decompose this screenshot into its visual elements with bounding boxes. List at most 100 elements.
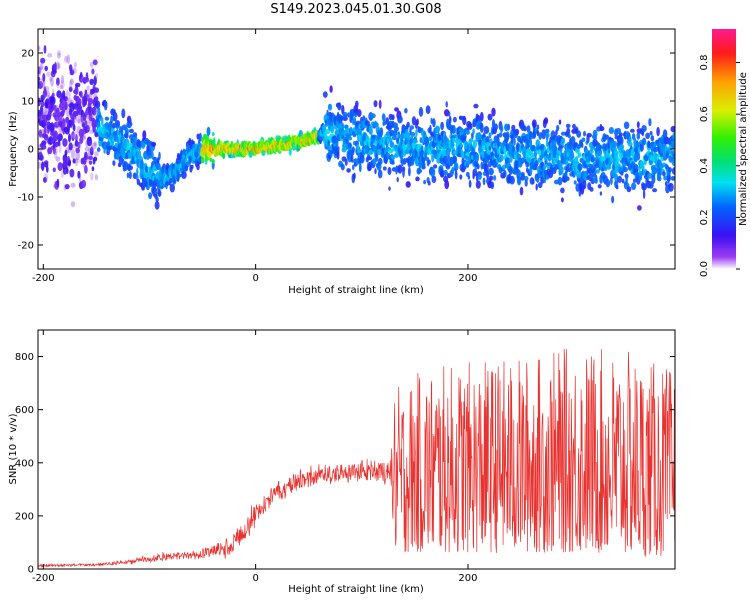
colorbar-gradient — [712, 29, 736, 269]
spectral-blob — [324, 128, 331, 135]
spectral-blob — [38, 129, 42, 138]
spectral-blob — [52, 167, 56, 173]
spectral-blob — [211, 159, 215, 164]
spectral-blob — [326, 109, 329, 116]
spectral-blob — [94, 96, 99, 101]
spectral-blob — [394, 134, 397, 140]
spectral-blob — [404, 108, 408, 114]
spectral-blob — [424, 136, 430, 147]
spectral-blob — [412, 139, 419, 144]
spectral-blob — [39, 63, 44, 70]
spectral-blob — [594, 178, 598, 184]
spectral-blob — [38, 66, 43, 71]
spectral-blob — [454, 169, 458, 180]
spectral-blob — [376, 149, 382, 155]
spectral-blob — [75, 134, 78, 143]
colorbar-tick-label: 0.6 — [699, 106, 710, 122]
spectral-blob — [493, 175, 497, 181]
spectral-blob — [597, 148, 603, 157]
spectral-blob — [498, 132, 503, 138]
spectral-blob — [91, 166, 95, 172]
spectral-blob — [475, 180, 481, 189]
spectral-blob — [519, 186, 524, 196]
spectral-blob — [405, 134, 411, 140]
spectral-blob — [43, 176, 47, 183]
spectral-blob — [57, 162, 63, 172]
spectrogram-xlabel: Height of straight line (km) — [288, 285, 424, 296]
spectral-blob — [321, 124, 327, 132]
spectral-blob — [427, 159, 431, 165]
spectral-blob — [69, 79, 73, 90]
colorbar-tick-label: 0.4 — [699, 158, 710, 174]
spectral-blob — [373, 100, 378, 108]
y-tick-label: 0 — [28, 565, 34, 576]
spectral-blob — [339, 115, 344, 122]
spectral-blob — [636, 152, 641, 161]
spectral-blob — [509, 154, 513, 163]
spectral-blob — [381, 113, 386, 122]
spectral-blob — [580, 142, 584, 149]
spectral-blob — [667, 167, 672, 173]
spectral-blob — [78, 174, 82, 182]
spectral-blob — [556, 124, 560, 132]
spectral-blob — [127, 165, 133, 171]
spectral-blob — [415, 176, 420, 182]
spectral-blob — [73, 62, 78, 68]
spectral-blob — [54, 123, 59, 129]
spectral-blob — [558, 119, 562, 125]
spectral-blob — [64, 101, 68, 111]
spectral-blob — [330, 125, 335, 134]
spectral-blob — [41, 161, 45, 172]
snr-frame — [37, 329, 676, 570]
spectral-blob — [86, 91, 90, 99]
spectral-blob — [52, 147, 56, 155]
spectral-blob — [104, 100, 108, 111]
spectral-blob — [375, 152, 379, 162]
spectral-blob — [353, 172, 356, 180]
spectral-blob — [662, 171, 666, 177]
spectral-blob — [483, 126, 490, 134]
spectral-blob — [38, 67, 42, 75]
spectral-blob — [597, 144, 602, 152]
spectral-blob — [74, 86, 79, 96]
spectral-blob — [393, 130, 398, 136]
spectral-blob — [104, 116, 110, 121]
spectral-blob — [349, 111, 355, 118]
colorbar: 0.0 0.2 0.4 0.6 0.8 Normalized spectral ampl… — [699, 29, 749, 277]
spectral-blob — [642, 137, 647, 146]
spectral-blob — [112, 160, 116, 167]
spectral-blob — [176, 173, 182, 178]
spectral-blob — [326, 143, 331, 152]
spectral-blob — [472, 128, 475, 135]
spectral-blob — [68, 86, 73, 92]
spectral-blob — [348, 142, 352, 149]
spectral-blob — [155, 196, 159, 203]
spectral-blob — [51, 92, 55, 98]
spectral-blob — [481, 149, 485, 159]
spectral-blob — [418, 106, 424, 117]
spectral-blob — [327, 103, 333, 111]
spectral-blob — [434, 125, 441, 134]
spectral-blob — [103, 148, 106, 154]
spectral-blob — [671, 167, 675, 175]
spectral-blob — [575, 147, 580, 154]
spectral-blob — [158, 151, 161, 161]
colorbar-label: Normalized spectral amplitude — [738, 72, 749, 226]
spectral-blob — [42, 73, 46, 82]
spectral-blob — [642, 189, 646, 200]
spectral-blob — [62, 138, 68, 147]
spectral-blob — [487, 113, 493, 121]
spectrogram-ticks: -200 0 200 20 10 0 -10 -20 — [18, 29, 675, 284]
spectral-blob — [69, 69, 75, 76]
spectral-blob — [467, 123, 473, 130]
spectral-blob — [605, 179, 611, 188]
spectral-blob — [397, 133, 401, 139]
spectral-blob — [396, 177, 399, 183]
spectral-blob — [59, 84, 64, 90]
spectrogram-panel: -200 0 200 20 10 0 -10 -20 Height of straight l… — [8, 28, 676, 296]
spectral-blob — [620, 171, 624, 176]
spectral-blob — [77, 141, 81, 149]
spectral-blob — [50, 96, 56, 105]
spectral-blob — [341, 104, 345, 115]
